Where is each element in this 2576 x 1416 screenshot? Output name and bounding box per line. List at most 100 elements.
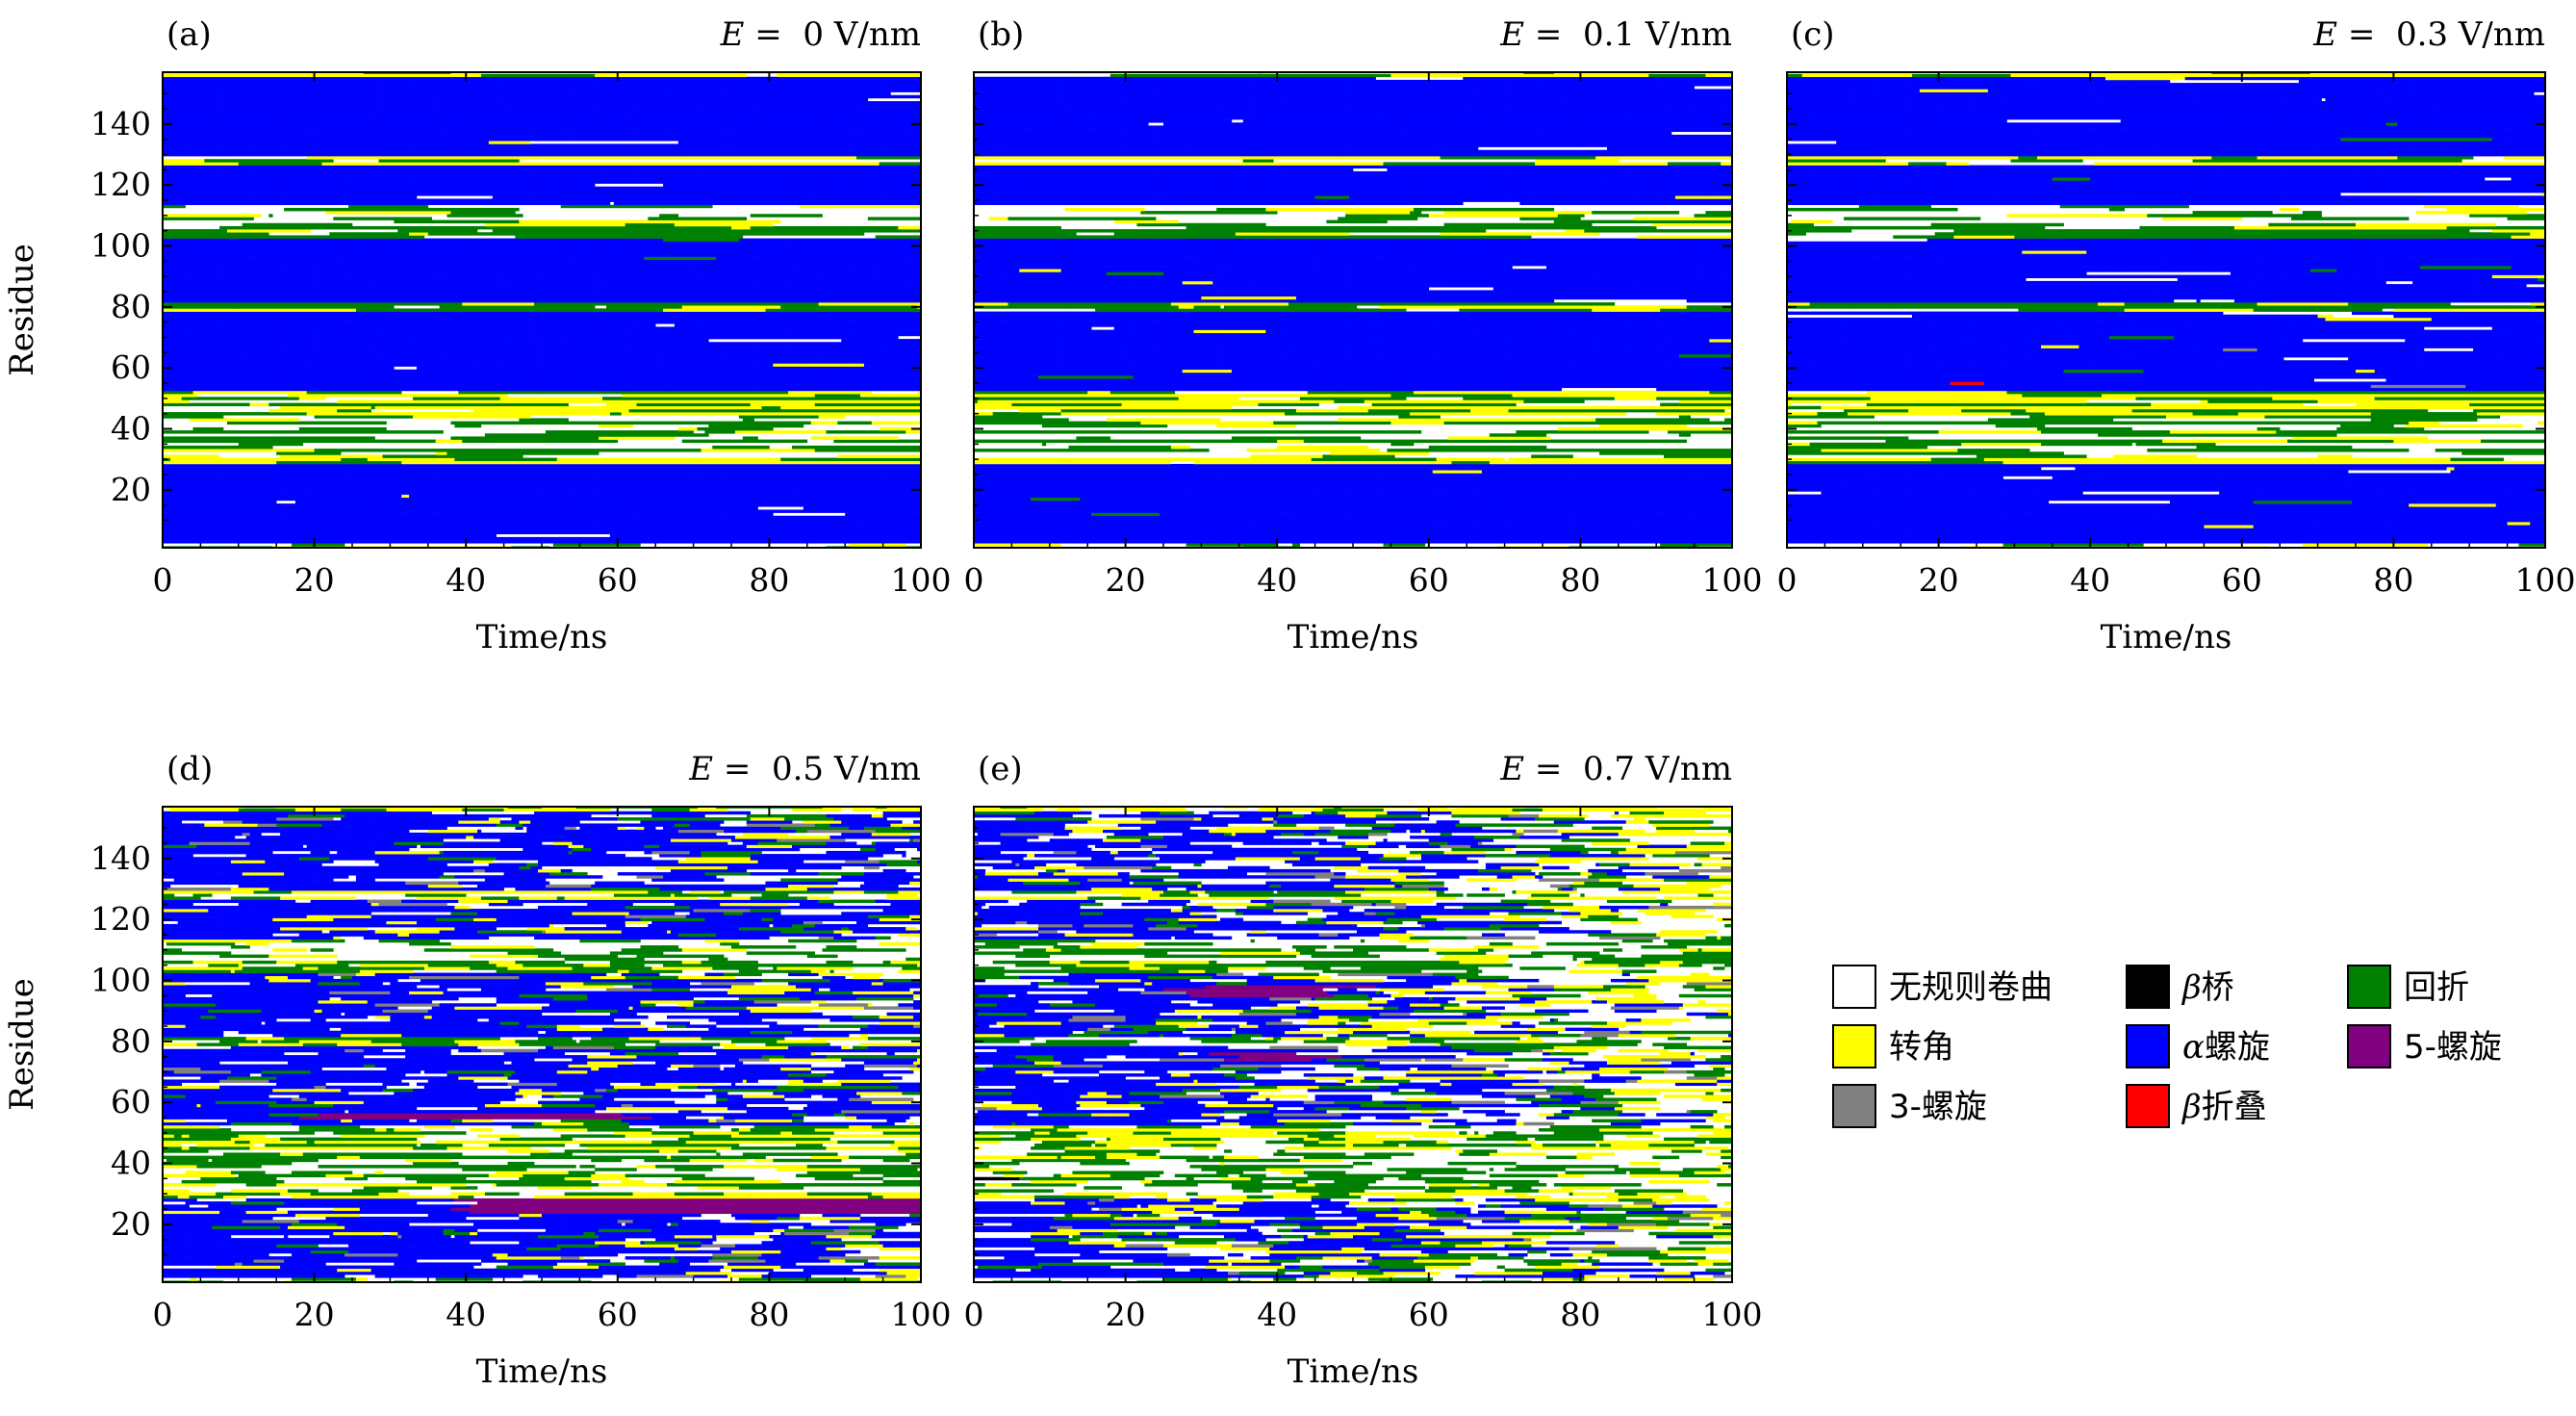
dssp-cell — [1064, 244, 1186, 248]
dssp-cell — [245, 357, 383, 361]
dssp-cell — [2067, 235, 2152, 239]
dssp-cell — [1606, 451, 1710, 455]
dssp-cell — [677, 141, 766, 144]
dssp-cell — [1072, 449, 1210, 452]
dssp-cell — [2104, 76, 2185, 81]
dssp-cell — [458, 1274, 523, 1278]
dssp-cell — [992, 317, 1005, 322]
dssp-cell — [2530, 402, 2545, 407]
dssp-cell — [458, 390, 543, 395]
dssp-cell — [1908, 378, 1970, 382]
dssp-cell — [1678, 79, 1684, 84]
dssp-cell — [2207, 473, 2220, 476]
dssp-cell — [1580, 357, 1612, 361]
dssp-cell — [974, 250, 1092, 254]
dssp-cell — [1023, 463, 1055, 468]
dssp-cell — [826, 143, 887, 147]
dssp-cell — [242, 1220, 300, 1223]
dssp-cell — [677, 201, 797, 206]
dssp-cell — [875, 488, 921, 492]
dssp-cell — [496, 1265, 554, 1270]
dssp-cell — [2499, 259, 2545, 264]
dssp-cell — [163, 394, 197, 398]
dssp-cell — [1599, 506, 1620, 510]
dssp-cell — [1231, 326, 1339, 330]
dssp-cell — [560, 360, 664, 364]
dssp-cell — [2276, 107, 2304, 111]
dssp-cell — [1678, 353, 1732, 358]
dssp-cell — [492, 399, 629, 403]
dssp-cell — [363, 225, 406, 230]
dssp-cell — [1787, 79, 1822, 84]
dssp-cell — [1606, 317, 1725, 322]
dssp-cell — [2102, 543, 2144, 547]
dssp-cell — [1942, 256, 1981, 261]
dssp-cell — [1037, 375, 1134, 379]
dssp-cell — [423, 323, 516, 327]
dssp-cell — [2503, 329, 2512, 334]
dssp-cell — [2211, 387, 2257, 392]
dssp-cell — [1787, 436, 1905, 440]
dssp-cell — [439, 536, 455, 541]
dssp-cell — [799, 89, 921, 92]
dssp-cell — [1588, 305, 1688, 309]
dssp-cell — [163, 476, 209, 480]
dssp-cell — [234, 353, 273, 358]
dssp-cell — [420, 1225, 459, 1229]
dssp-cell — [1455, 515, 1551, 520]
dssp-cell — [1961, 167, 2057, 172]
dssp-cell — [1934, 232, 2011, 236]
dssp-cell — [648, 387, 785, 392]
dssp-cell — [1821, 405, 1829, 410]
dssp-cell — [974, 381, 1077, 385]
dssp-cell — [548, 378, 637, 382]
dssp-cell — [272, 536, 379, 541]
dssp-cell — [1314, 247, 1395, 251]
dssp-cell — [439, 476, 455, 480]
dssp-cell — [2211, 122, 2247, 126]
dssp-cell — [1787, 146, 1803, 151]
dssp-cell — [2458, 314, 2474, 319]
dssp-cell — [974, 488, 1111, 492]
dssp-cell — [1186, 149, 1339, 154]
dssp-cell — [974, 332, 1104, 337]
dssp-cell — [223, 170, 369, 175]
dssp-cell — [1724, 274, 1732, 279]
dssp-cell — [204, 1252, 224, 1257]
dssp-cell — [1281, 170, 1362, 175]
dssp-cell — [314, 277, 398, 282]
dssp-cell — [1136, 470, 1237, 474]
dssp-cell — [302, 345, 326, 348]
dssp-cell — [1512, 394, 1585, 398]
dssp-cell — [163, 412, 308, 416]
dssp-cell — [435, 189, 467, 193]
dssp-cell — [462, 497, 576, 502]
dssp-cell — [352, 1228, 379, 1233]
dssp-cell — [1991, 402, 2072, 407]
dssp-cell — [1569, 360, 1706, 364]
dssp-cell — [1500, 149, 1604, 154]
dssp-cell — [163, 1241, 220, 1245]
dssp-cell — [1919, 460, 2003, 465]
dssp-cell — [1322, 350, 1350, 355]
dssp-cell — [163, 170, 171, 175]
dssp-cell — [2022, 116, 2030, 120]
dssp-cell — [1787, 451, 1935, 455]
dssp-cell — [1790, 515, 1921, 520]
dssp-cell — [2227, 372, 2318, 376]
dssp-cell — [1629, 345, 1732, 348]
dssp-cell — [1660, 402, 1732, 407]
dssp-cell — [413, 311, 516, 316]
dssp-cell — [1031, 128, 1096, 133]
dssp-cell — [163, 177, 266, 181]
dssp-cell — [2481, 478, 2527, 483]
dssp-cell — [2211, 302, 2257, 306]
dssp-cell — [265, 457, 342, 462]
dssp-cell — [204, 491, 281, 495]
dssp-cell — [1946, 253, 1954, 257]
dssp-cell — [2378, 491, 2410, 495]
dssp-cell — [1610, 259, 1732, 264]
dssp-cell — [466, 1238, 535, 1242]
dssp-cell — [321, 1256, 379, 1260]
dssp-cell — [499, 363, 584, 367]
